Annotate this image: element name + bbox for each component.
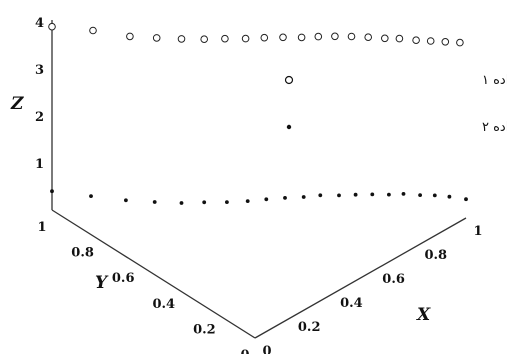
x-tick-label: 0.6 [382, 272, 405, 287]
series-2-point [179, 201, 184, 205]
series-1-point [347, 32, 356, 41]
series-1-point [177, 35, 186, 43]
x-axis-title: X [416, 305, 431, 325]
series-2-point [202, 200, 207, 205]
series-2-point [370, 192, 375, 197]
series-1-point [48, 22, 56, 31]
y-tick-label: 1 [37, 220, 46, 235]
series-2-point [225, 200, 229, 205]
series-1-point [381, 34, 389, 43]
series-1-point [441, 38, 450, 46]
legend-marker-series-2 [286, 124, 292, 130]
x-tick-label: 0.8 [424, 248, 447, 263]
y-axis-line [51, 209, 256, 339]
series-2-point [301, 195, 306, 199]
series-2-point [245, 199, 250, 204]
series-2-point [50, 189, 54, 194]
series-1-point [364, 33, 373, 42]
y-axis-title: Y [95, 273, 109, 293]
series-1-point [426, 37, 435, 45]
series-2-point [124, 198, 128, 203]
series-1-points [48, 22, 464, 47]
y-tick-label: 0 [240, 348, 249, 354]
series-2-point [432, 193, 437, 198]
y-tick-label: 0.2 [193, 322, 216, 337]
series-2-point [89, 194, 93, 199]
series-2-point [447, 194, 452, 199]
series-1-point [395, 34, 404, 43]
series-1-point [221, 34, 229, 43]
legend-label-series-1: مجموعه نقاط داده ۱ [482, 73, 507, 88]
series-1-point [314, 32, 323, 41]
z-tick-labels: 1 2 3 4 [35, 16, 44, 172]
y-tick-label: 0.4 [152, 297, 175, 312]
series-1-point [412, 36, 420, 45]
series-2-points [50, 189, 468, 205]
series-1-point [241, 34, 250, 43]
series-1-point [279, 33, 287, 42]
series-1-point [152, 34, 161, 42]
series-2-point [283, 196, 287, 200]
x-tick-label: 0.4 [340, 296, 363, 311]
series-2-point [353, 192, 358, 197]
series-1-point [126, 32, 134, 41]
x-tick-label: 0.2 [298, 320, 321, 335]
series-2-point [464, 197, 468, 202]
x-tick-label: 0 [262, 344, 271, 354]
series-2-point [418, 193, 422, 198]
series-2-point [401, 192, 406, 196]
y-tick-labels: 0 0.2 0.4 0.6 0.8 1 [37, 220, 249, 354]
z-tick-label: 2 [35, 110, 44, 125]
series-2-point [337, 193, 341, 198]
y-tick-label: 0.6 [112, 271, 135, 286]
series-2-point [318, 193, 323, 198]
legend: مجموعه نقاط داده ۱ مجموعه نقاط داده ۲ [284, 73, 507, 135]
series-1-point [89, 26, 97, 35]
z-tick-label: 3 [35, 63, 44, 78]
series-1-point [260, 33, 269, 42]
y-tick-label: 0.8 [71, 246, 94, 261]
z-tick-label: 1 [35, 157, 44, 172]
z-axis-title: Z [10, 94, 24, 114]
x-tick-label: 1 [473, 224, 482, 239]
series-2-point [152, 200, 157, 204]
series-1-point [456, 38, 464, 47]
legend-label-series-2: مجموعه نقاط داده ۲ [482, 120, 507, 135]
series-2-point [387, 192, 391, 197]
x-tick-labels: 0 0.2 0.4 0.6 0.8 1 [262, 224, 482, 354]
legend-marker-series-1 [284, 75, 294, 85]
series-1-point [331, 32, 339, 41]
z-tick-label: 4 [35, 16, 44, 31]
series-1-point [297, 33, 306, 42]
series-2-point [264, 197, 269, 202]
x-axis-line [254, 217, 467, 339]
series-1-point [200, 35, 208, 44]
